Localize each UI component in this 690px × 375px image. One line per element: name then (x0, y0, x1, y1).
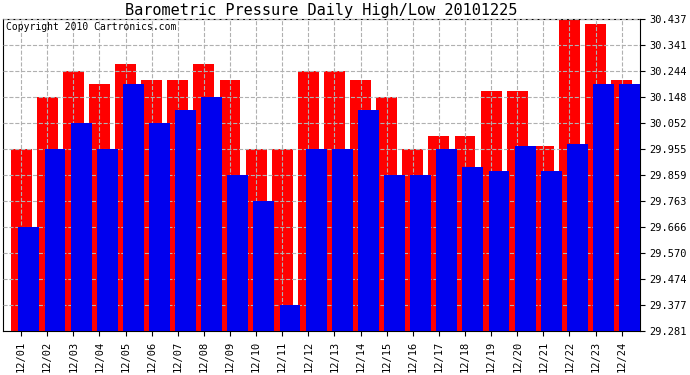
Bar (279, 305, 301, 375)
Bar (515, 147, 535, 375)
Bar (402, 149, 423, 375)
Bar (193, 64, 215, 375)
Bar (384, 175, 405, 375)
Bar (37, 97, 58, 375)
Bar (332, 149, 353, 375)
Bar (619, 84, 640, 375)
Bar (97, 149, 118, 375)
Bar (410, 175, 431, 375)
Bar (19, 227, 39, 375)
Bar (428, 136, 449, 375)
Bar (228, 175, 248, 375)
Bar (63, 71, 83, 375)
Bar (462, 167, 483, 375)
Bar (481, 91, 502, 375)
Bar (350, 80, 371, 375)
Bar (567, 144, 588, 375)
Bar (376, 97, 397, 375)
Bar (45, 149, 66, 375)
Bar (219, 80, 240, 375)
Bar (167, 80, 188, 375)
Bar (585, 24, 606, 375)
Bar (324, 71, 345, 375)
Bar (436, 149, 457, 375)
Bar (149, 123, 170, 375)
Bar (141, 80, 162, 375)
Bar (70, 123, 92, 375)
Bar (10, 149, 32, 375)
Bar (507, 91, 528, 375)
Bar (533, 147, 554, 375)
Bar (489, 171, 509, 375)
Bar (611, 80, 632, 375)
Bar (89, 84, 110, 375)
Bar (253, 201, 275, 375)
Bar (246, 149, 266, 375)
Bar (593, 84, 614, 375)
Text: Copyright 2010 Cartronics.com: Copyright 2010 Cartronics.com (6, 22, 177, 32)
Bar (358, 110, 379, 375)
Bar (298, 71, 319, 375)
Title: Barometric Pressure Daily High/Low 20101225: Barometric Pressure Daily High/Low 20101… (125, 3, 518, 18)
Bar (455, 136, 475, 375)
Bar (306, 149, 326, 375)
Bar (115, 64, 136, 375)
Bar (201, 97, 222, 375)
Bar (123, 84, 144, 375)
Bar (175, 110, 196, 375)
Bar (541, 171, 562, 375)
Bar (272, 149, 293, 375)
Bar (559, 19, 580, 375)
